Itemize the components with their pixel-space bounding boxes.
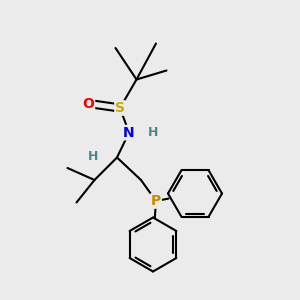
Text: H: H [88,149,98,163]
Text: S: S [115,101,125,115]
Text: N: N [123,126,135,140]
Text: O: O [82,97,94,110]
Text: P: P [151,194,161,208]
Text: H: H [148,126,158,139]
